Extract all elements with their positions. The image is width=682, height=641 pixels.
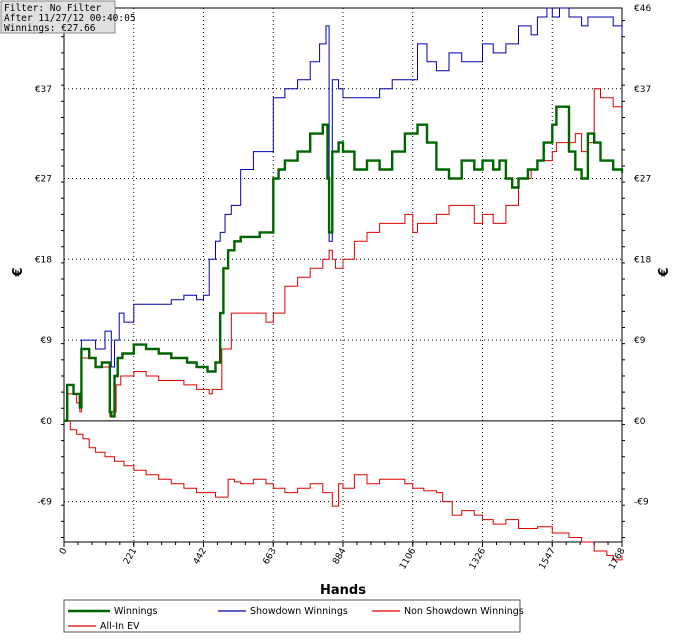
series-line-winnings — [64, 105, 624, 422]
y-tick-label-left: -€9 — [37, 498, 52, 508]
info-filter: Filter: No Filter — [4, 3, 102, 14]
info-after: After 11/27/12 00:40:05 — [4, 13, 136, 24]
y-axis-title-left: € — [11, 267, 26, 277]
y-tick-label-left: €27 — [35, 175, 52, 185]
x-tick-label: 0 — [58, 546, 70, 556]
y-tick-label-right: €9 — [634, 336, 646, 346]
legend: Winnings Showdown Winnings Non Showdown … — [63, 599, 524, 633]
legend-label-allin-ev: All-In EV — [100, 621, 140, 632]
y-tick-label-left: €18 — [35, 255, 52, 265]
legend-label-showdown: Showdown Winnings — [250, 606, 348, 617]
y-tick-label-right: €46 — [634, 4, 651, 14]
info-box: Filter: No Filter After 11/27/12 00:40:0… — [0, 0, 136, 34]
legend-label-winnings: Winnings — [114, 606, 158, 617]
y-tick-label-left: €9 — [41, 336, 53, 346]
x-axis-title: Hands — [320, 583, 366, 598]
y-tick-label-left: €0 — [41, 417, 53, 427]
series-line-showdown-winnings — [64, 7, 623, 422]
y-axis-title-right: € — [657, 267, 672, 277]
y-tick-label-right: -€9 — [634, 498, 649, 508]
info-winnings: Winnings: €27.66 — [4, 23, 96, 34]
y-tick-label-right: €27 — [634, 175, 651, 185]
y-tick-label-right: €37 — [634, 85, 651, 95]
y-tick-label-left: €37 — [35, 85, 52, 95]
y-tick-label-right: €18 — [634, 255, 651, 265]
series-line-all-in-ev — [64, 420, 623, 561]
series-layer — [64, 7, 624, 561]
y-tick-label-right: €0 — [634, 417, 646, 427]
legend-label-nonshowdown: Non Showdown Winnings — [404, 606, 524, 617]
